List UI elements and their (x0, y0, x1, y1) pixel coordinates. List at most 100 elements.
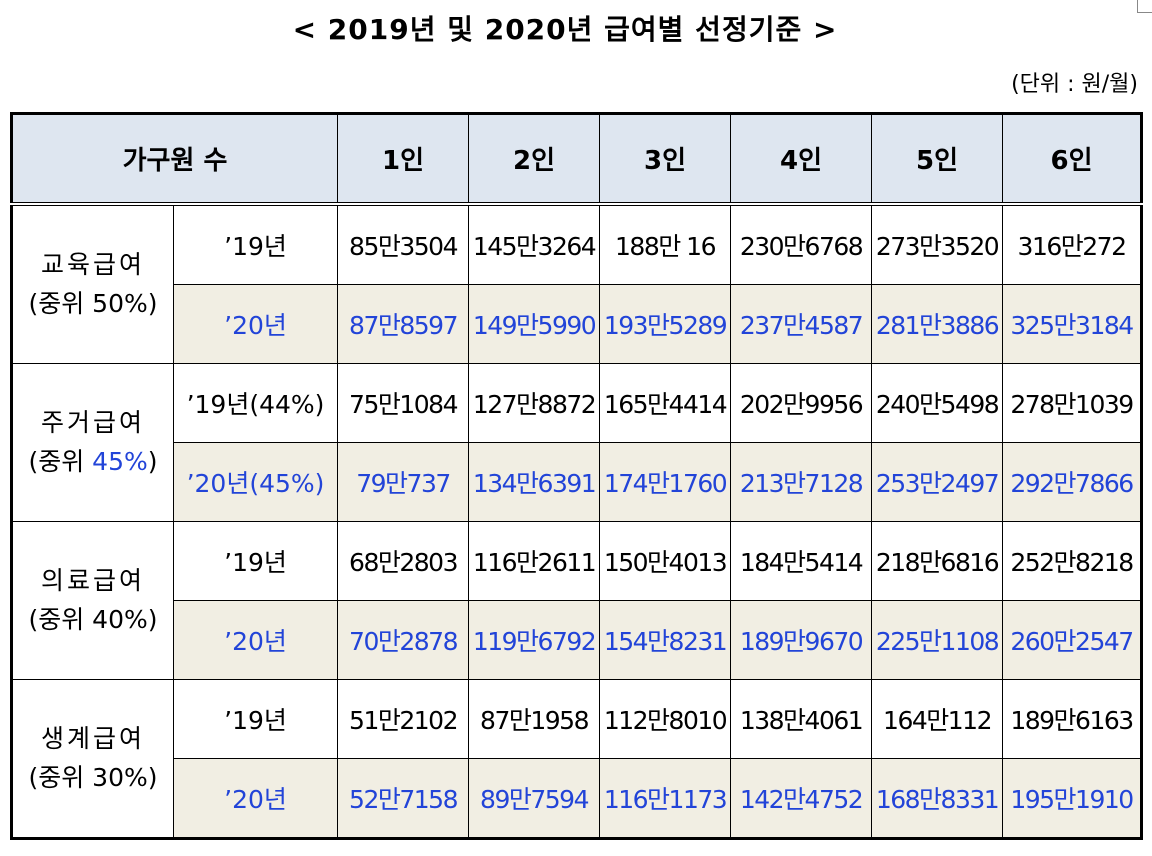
col-header-3: 3인 (599, 112, 732, 206)
year-cell: ’19년 (172, 203, 339, 285)
year-cell: ’20년 (172, 284, 339, 364)
threshold-value-cell: 325만3184 (1002, 284, 1144, 364)
threshold-value-cell: 184만5414 (730, 521, 873, 601)
unit-note: (단위 : 원/월) (1011, 72, 1138, 97)
threshold-value-cell: 213만7128 (730, 442, 873, 522)
threshold-value-cell: 189만9670 (730, 600, 873, 680)
table-row: 의료급여 (중위 40%) ’19년 68만2803 116만2611 150만4013 1… (10, 521, 1144, 680)
threshold-value-cell: 240만5498 (871, 363, 1004, 443)
threshold-value-cell: 150만4013 (599, 521, 732, 601)
threshold-value-cell: 68만2803 (337, 521, 470, 601)
threshold-value-cell: 116만1173 (599, 758, 732, 840)
median-percent: (중위 50%) (15, 285, 173, 324)
threshold-value-cell: 316만272 (1002, 203, 1144, 285)
median-prefix: (중위 (28, 446, 93, 476)
median-suffix: ) (147, 446, 158, 476)
threshold-value-cell: 149만5990 (468, 284, 601, 364)
threshold-value-cell: 188만 16 (599, 203, 732, 285)
median-value: 50% (92, 288, 148, 318)
threshold-value-cell: 142만4752 (730, 758, 873, 840)
selection-criteria-table: 가구원 수 1인 2인 3인 4인 5인 6인 교육급여 (중위 50%) ’19년… (9, 112, 1144, 840)
threshold-value-cell: 273만3520 (871, 203, 1004, 285)
page-title: < 2019년 및 2020년 급여별 선정기준 > (292, 13, 838, 46)
benefit-label-cell: 생계급여 (중위 30%) (10, 679, 174, 840)
year-cell: ’19년 (172, 679, 339, 759)
threshold-value-cell: 189만6163 (1002, 679, 1144, 759)
threshold-value-cell: 252만8218 (1002, 521, 1144, 601)
threshold-value-cell: 89만7594 (468, 758, 601, 840)
median-value: 30% (92, 762, 148, 792)
threshold-value-cell: 174만1760 (599, 442, 732, 522)
col-header-5: 5인 (871, 112, 1004, 206)
threshold-value-cell: 218만6816 (871, 521, 1004, 601)
threshold-value-cell: 193만5289 (599, 284, 732, 364)
threshold-value-cell: 195만1910 (1002, 758, 1144, 840)
benefit-label-cell: 주거급여 (중위 45%) (10, 363, 174, 522)
threshold-value-cell: 225만1108 (871, 600, 1004, 680)
threshold-value-cell: 278만1039 (1002, 363, 1144, 443)
median-percent: (중위 45%) (15, 443, 173, 482)
table-row: ’20년 70만2878 119만6792 154만8231 189만9670 225만1… (12, 600, 1144, 680)
benefit-label-cell: 의료급여 (중위 40%) (10, 521, 174, 680)
table-row: ’20년 87만8597 149만5990 193만5289 237만4587 281만3… (12, 284, 1144, 364)
threshold-value-cell: 85만3504 (337, 203, 470, 285)
median-prefix: (중위 (28, 762, 93, 792)
threshold-value-cell: 292만7866 (1002, 442, 1144, 522)
header-row: 가구원 수 1인 2인 3인 4인 5인 6인 (9, 112, 1144, 206)
col-header-6: 6인 (1002, 112, 1144, 206)
table-body: 교육급여 (중위 50%) ’19년 85만3504 145만3264 188만 16 23… (10, 203, 1144, 840)
benefit-name: 교육급여 (40, 249, 145, 279)
threshold-value-cell: 79만737 (337, 442, 470, 522)
year-cell: ’20년 (172, 600, 339, 680)
table-row: 교육급여 (중위 50%) ’19년 85만3504 145만3264 188만 16 23… (10, 203, 1144, 364)
median-suffix: ) (147, 762, 158, 792)
median-suffix: ) (147, 604, 158, 634)
threshold-value-cell: 165만4414 (599, 363, 732, 443)
threshold-value-cell: 75만1084 (337, 363, 470, 443)
table-row: ’20년(45%) 79만737 134만6391 174만1760 213만7128 2… (12, 442, 1144, 522)
threshold-value-cell: 168만8331 (871, 758, 1004, 840)
col-header-1: 1인 (337, 112, 470, 206)
threshold-value-cell: 112만8010 (599, 679, 732, 759)
threshold-value-cell: 116만2611 (468, 521, 601, 601)
threshold-value-cell: 145만3264 (468, 203, 601, 285)
threshold-value-cell: 87만1958 (468, 679, 601, 759)
year-cell: ’19년 (172, 521, 339, 601)
threshold-value-cell: 253만2497 (871, 442, 1004, 522)
col-header-4: 4인 (730, 112, 873, 206)
median-suffix: ) (147, 288, 158, 318)
household-size-header: 가구원 수 (9, 112, 339, 206)
median-percent: (중위 40%) (15, 601, 173, 640)
benefit-label-cell: 교육급여 (중위 50%) (10, 203, 174, 364)
year-cell: ’20년(45%) (172, 442, 339, 522)
threshold-value-cell: 127만8872 (468, 363, 601, 443)
threshold-value-cell: 154만8231 (599, 600, 732, 680)
col-header-2: 2인 (468, 112, 601, 206)
year-cell: ’20년 (172, 758, 339, 840)
table-row: 주거급여 (중위 45%) ’19년(44%) 75만1084 127만8872 165만… (10, 363, 1144, 522)
threshold-value-cell: 52만7158 (337, 758, 470, 840)
threshold-value-cell: 119만6792 (468, 600, 601, 680)
benefit-name: 주거급여 (40, 407, 145, 437)
benefit-name: 의료급여 (40, 565, 145, 595)
window-corner-mark (1137, 0, 1152, 13)
threshold-value-cell: 70만2878 (337, 600, 470, 680)
median-value: 40% (92, 604, 148, 634)
median-percent: (중위 30%) (15, 759, 173, 798)
threshold-value-cell: 87만8597 (337, 284, 470, 364)
threshold-value-cell: 134만6391 (468, 442, 601, 522)
threshold-value-cell: 281만3886 (871, 284, 1004, 364)
threshold-value-cell: 164만112 (871, 679, 1004, 759)
median-prefix: (중위 (28, 288, 93, 318)
threshold-value-cell: 51만2102 (337, 679, 470, 759)
table-row: 생계급여 (중위 30%) ’19년 51만2102 87만1958 112만8010 13… (10, 679, 1144, 840)
benefit-name: 생계급여 (40, 723, 145, 753)
median-value: 45% (92, 446, 148, 476)
year-cell: ’19년(44%) (172, 363, 339, 443)
threshold-value-cell: 202만9956 (730, 363, 873, 443)
threshold-value-cell: 138만4061 (730, 679, 873, 759)
median-prefix: (중위 (28, 604, 93, 634)
threshold-value-cell: 260만2547 (1002, 600, 1144, 680)
table-row: ’20년 52만7158 89만7594 116만1173 142만4752 168만83… (12, 758, 1144, 840)
threshold-value-cell: 230만6768 (730, 203, 873, 285)
